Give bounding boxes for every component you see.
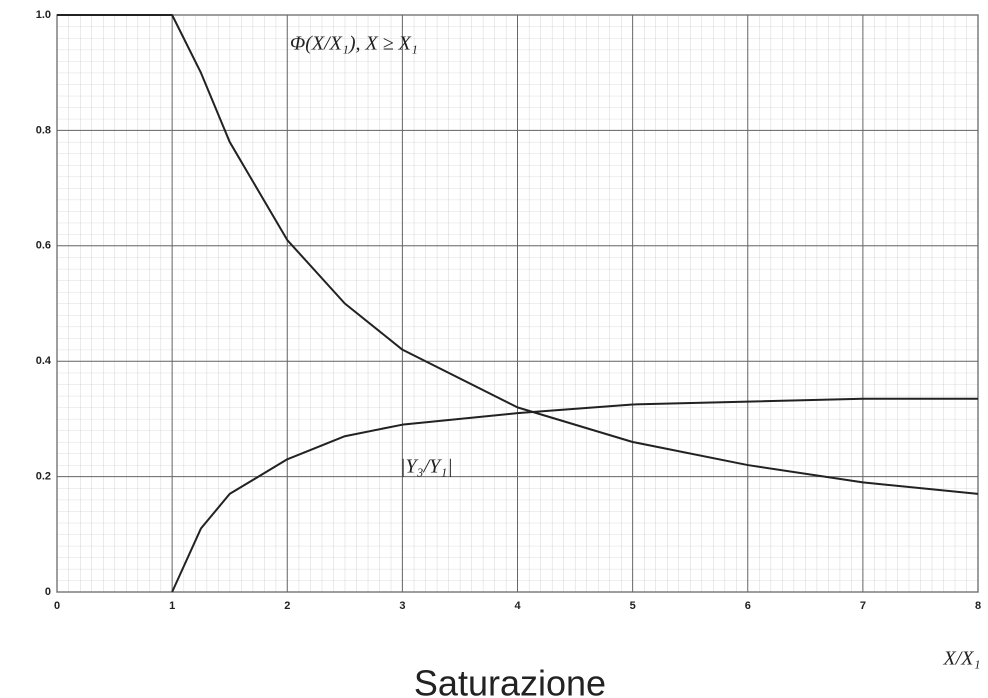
chart-title: Saturazione xyxy=(414,663,606,698)
x-tick-label: 3 xyxy=(399,600,405,612)
x-tick-label: 8 xyxy=(975,600,981,612)
data-line xyxy=(171,397,978,593)
series-label: Φ(X/X₁), X ≥ X₁ xyxy=(290,33,418,55)
x-tick-label: 7 xyxy=(860,600,866,612)
series-label: |Y₃/Y₁| xyxy=(400,456,453,478)
x-tick-label: 5 xyxy=(630,600,636,612)
x-tick-label: 1 xyxy=(169,600,175,612)
y-tick-label: 0.2 xyxy=(36,471,51,483)
x-tick-label: 6 xyxy=(745,600,751,612)
x-tick-label: 2 xyxy=(284,600,290,612)
y-tick-label: 0.8 xyxy=(36,124,51,136)
y-tick-label: 0 xyxy=(45,586,51,598)
x-tick-label: 4 xyxy=(514,600,521,612)
x-tick-label: 0 xyxy=(54,600,60,612)
y-tick-label: 0.4 xyxy=(36,355,52,367)
data-line xyxy=(57,14,979,495)
y-tick-label: 0.6 xyxy=(36,240,51,252)
x-axis-label: X/X₁ xyxy=(943,648,981,670)
y-tick-label: 1.0 xyxy=(36,9,51,21)
